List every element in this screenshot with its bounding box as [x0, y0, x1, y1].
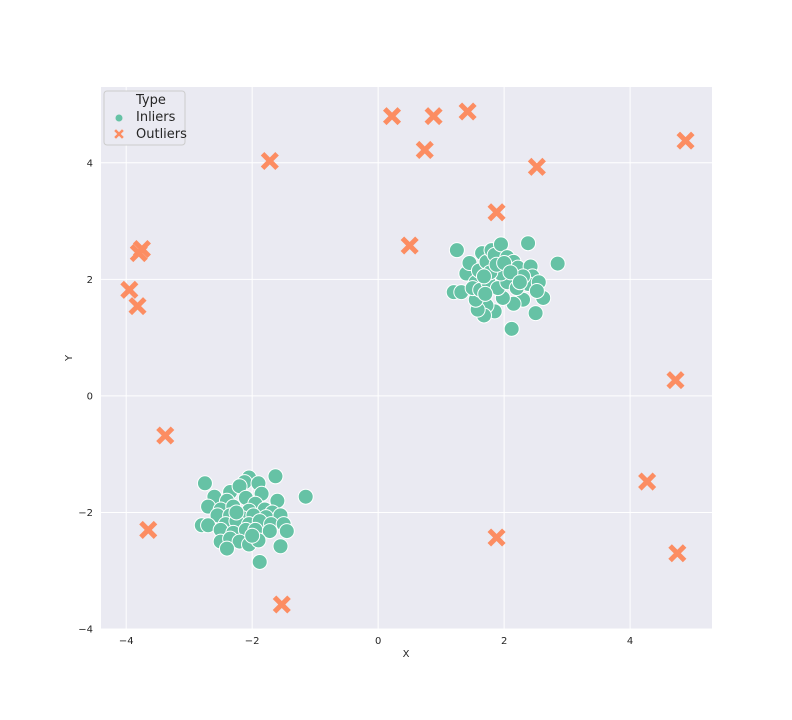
x-tick-label: −4 — [119, 636, 134, 647]
y-axis-label: Y — [64, 354, 75, 362]
outlier-point — [128, 297, 147, 316]
inlier-point — [528, 282, 545, 299]
inlier-point — [272, 538, 289, 555]
inlier-point — [297, 488, 314, 505]
legend-title: Type — [135, 93, 166, 108]
outlier-point — [129, 244, 148, 263]
inlier-point — [511, 274, 528, 291]
inlier-point — [477, 285, 494, 302]
y-tick-label: 2 — [87, 275, 93, 286]
inlier-point — [251, 553, 268, 570]
outlier-point — [668, 544, 687, 563]
inlier-point — [527, 305, 544, 322]
outlier-point — [487, 203, 506, 222]
outlier-point — [487, 528, 506, 547]
inliers-series — [193, 235, 566, 570]
y-tick-label: 0 — [87, 391, 93, 402]
inlier-point — [520, 235, 537, 252]
outlier-point — [120, 280, 139, 299]
x-tick-label: 2 — [501, 636, 507, 647]
outlier-point — [676, 131, 695, 150]
x-tick-label: 4 — [627, 636, 633, 647]
legend: Type Inliers Outliers — [103, 90, 187, 146]
legend-inliers-marker — [115, 114, 123, 122]
inlier-point — [228, 504, 245, 521]
inlier-point — [448, 242, 465, 259]
y-tick-label: 4 — [87, 158, 93, 169]
outlier-point — [400, 236, 419, 255]
inlier-point — [475, 268, 492, 285]
legend-box — [103, 90, 186, 146]
inlier-point — [502, 264, 519, 281]
legend-outliers-label: Outliers — [136, 127, 187, 142]
x-axis-label: X — [403, 649, 410, 660]
inlier-point — [278, 523, 295, 540]
outlier-point — [424, 107, 443, 126]
plot-area — [101, 87, 712, 629]
inlier-point — [196, 475, 213, 492]
legend-inliers-label: Inliers — [136, 110, 176, 125]
outlier-point — [458, 102, 477, 121]
y-tick-label: −2 — [78, 508, 93, 519]
outlier-point — [156, 426, 175, 445]
x-tick-label: 0 — [375, 636, 381, 647]
inlier-point — [267, 468, 284, 485]
x-axis-ticks: −4 −2 0 2 4 — [119, 636, 633, 647]
outlier-point — [139, 520, 158, 539]
outlier-point — [260, 151, 279, 171]
outlier-point — [527, 157, 546, 176]
outlier-point — [382, 107, 402, 126]
y-axis-ticks: −4 −2 0 2 4 — [78, 158, 93, 635]
inlier-point — [549, 255, 566, 272]
outliers-series — [120, 102, 695, 614]
inlier-point — [492, 236, 509, 253]
outlier-point — [415, 140, 434, 159]
legend-outliers-marker — [114, 129, 124, 139]
outlier-point — [272, 595, 291, 614]
inlier-point — [261, 523, 278, 540]
x-tick-label: −2 — [245, 636, 260, 647]
outlier-point — [638, 472, 657, 491]
inlier-point — [503, 320, 520, 337]
inlier-point — [218, 540, 235, 557]
inlier-point — [244, 527, 261, 544]
y-tick-label: −4 — [78, 625, 93, 636]
outlier-point — [666, 371, 685, 390]
